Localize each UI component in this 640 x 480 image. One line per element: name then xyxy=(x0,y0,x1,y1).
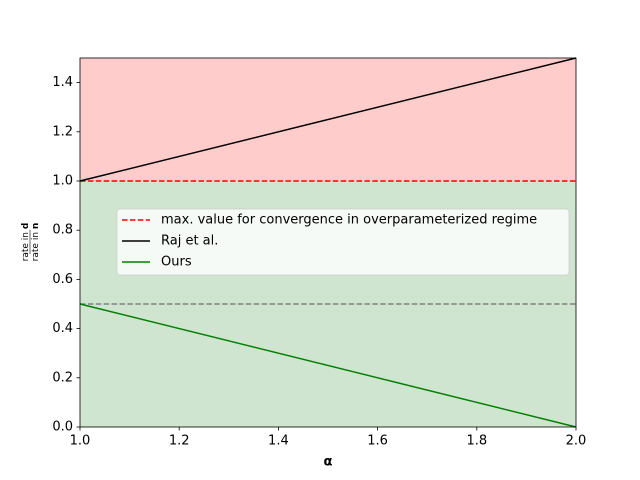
y-label-text: rate in xyxy=(31,232,41,261)
x-tick-label: 1.8 xyxy=(466,434,487,449)
y-tick-label: 0.0 xyxy=(52,420,73,435)
x-tick-label: 1.0 xyxy=(70,434,91,449)
y-tick-label: 0.2 xyxy=(52,370,73,385)
y-label-symbol: d xyxy=(21,223,31,229)
series-line xyxy=(79,303,577,428)
x-tick-label: 1.4 xyxy=(268,434,289,449)
series-line xyxy=(79,57,577,182)
axes-frame xyxy=(79,57,577,428)
legend-label: Ours xyxy=(161,255,192,270)
y-tick-label: 0.8 xyxy=(52,223,73,238)
y-tick-label: 1.4 xyxy=(52,75,73,90)
y-tick-label: 1.0 xyxy=(52,174,73,189)
x-tick-label: 2.0 xyxy=(566,434,587,449)
legend-box xyxy=(116,208,570,276)
y-tick-label: 0.6 xyxy=(52,272,73,287)
x-tick-label: 1.6 xyxy=(367,434,388,449)
x-tick-label: 1.2 xyxy=(169,434,190,449)
y-tick-label: 0.4 xyxy=(52,321,73,336)
y-label-text: rate in xyxy=(21,232,31,261)
y-tick-label: 1.2 xyxy=(52,124,73,139)
x-axis-label: α xyxy=(324,455,333,470)
y-label-symbol: n xyxy=(31,223,41,229)
y-label-part: rate in d xyxy=(21,223,31,262)
y-label-part: rate in n xyxy=(31,223,41,262)
legend-label: max. value for convergence in overparame… xyxy=(161,213,537,228)
legend-label: Raj et al. xyxy=(161,234,218,249)
